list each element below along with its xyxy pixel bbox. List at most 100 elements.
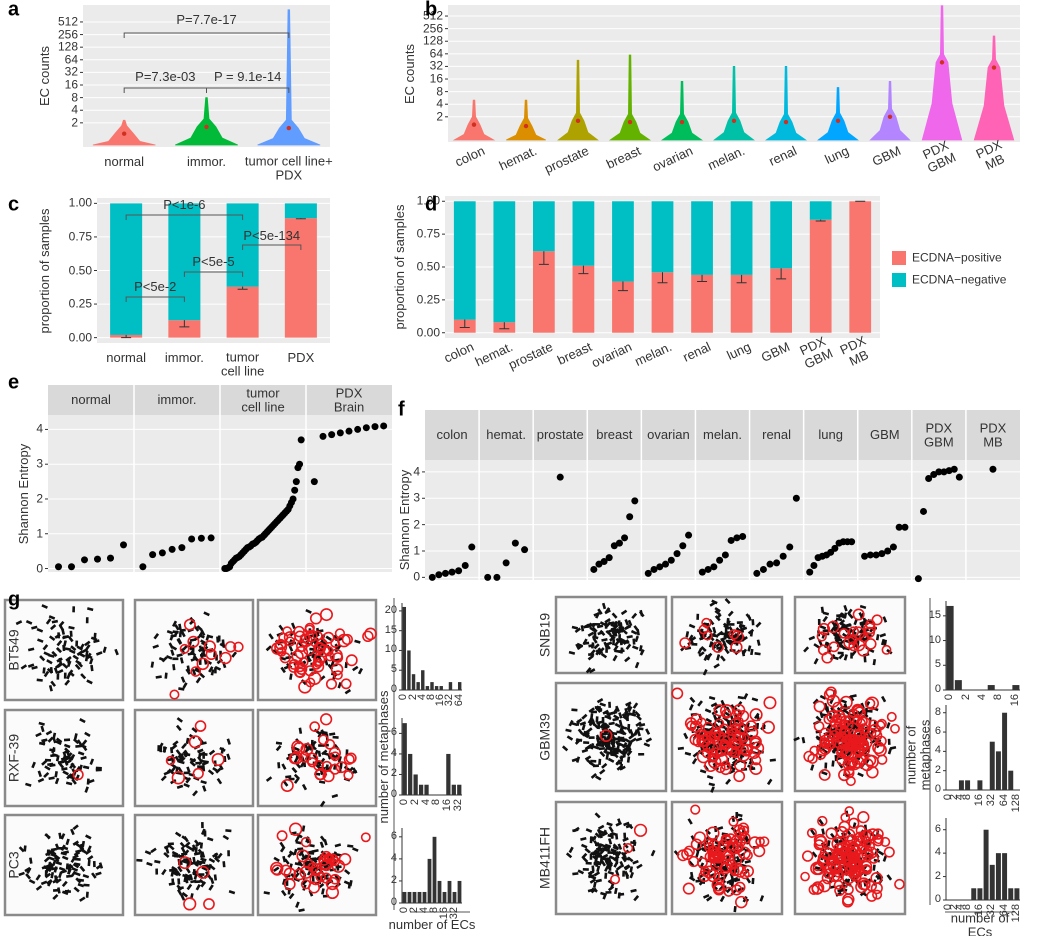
- chromosome: [55, 740, 62, 746]
- p-value: P=7.3e-03: [135, 69, 196, 85]
- chromosome: [214, 665, 222, 671]
- chromosome: [349, 879, 353, 887]
- chromosome: [618, 649, 625, 654]
- y-tick-label: 0: [934, 783, 941, 796]
- chromosome: [574, 627, 582, 634]
- chromosome: [187, 641, 192, 648]
- chromosome: [44, 765, 51, 771]
- chromosome: [584, 755, 592, 761]
- chromosome: [58, 624, 65, 632]
- chromosome: [185, 777, 192, 784]
- chromosome: [75, 659, 82, 666]
- chromosome: [592, 722, 599, 730]
- point: [197, 534, 205, 542]
- ec-marker: [816, 631, 827, 642]
- chromosome: [186, 845, 193, 851]
- chromosome: [81, 744, 88, 752]
- chromosome: [38, 721, 45, 726]
- chromosome: [37, 777, 45, 783]
- chromosome: [298, 727, 303, 734]
- chromosome: [172, 664, 176, 671]
- chromosome: [585, 743, 593, 750]
- ec-marker: [298, 657, 309, 667]
- chromosome: [574, 738, 581, 745]
- bar-segment: [110, 203, 143, 335]
- bar-segment: [770, 201, 793, 269]
- chromosome: [619, 754, 626, 760]
- y-tick-label: 0: [390, 683, 397, 696]
- chromosome: [568, 719, 574, 727]
- chromosome: [853, 618, 858, 626]
- chromosome: [638, 752, 645, 756]
- point: [511, 539, 519, 547]
- chromosome: [634, 635, 639, 643]
- chromosome: [319, 800, 326, 808]
- point: [955, 473, 963, 481]
- chromosome: [44, 872, 52, 879]
- chromosome: [579, 721, 587, 726]
- facet-label: tumor cell line: [241, 385, 285, 414]
- chromosome: [90, 664, 94, 672]
- chromosome: [598, 746, 606, 751]
- chromosome: [689, 636, 697, 642]
- chromosome: [282, 855, 287, 863]
- chromosome: [601, 762, 608, 769]
- chromosome: [175, 724, 182, 732]
- point: [631, 497, 639, 505]
- chromosome: [624, 619, 630, 626]
- ec-marker: [852, 638, 866, 652]
- facet-strip: [220, 385, 306, 415]
- chromosome: [722, 622, 729, 629]
- chromosome: [29, 857, 33, 864]
- chromosome: [622, 870, 626, 877]
- chromosome: [195, 677, 202, 684]
- chromosome: [626, 634, 633, 639]
- bar-segment: [651, 272, 674, 333]
- p-value: P<5e-2: [134, 279, 177, 295]
- chromosome: [41, 738, 48, 743]
- row-label: SNB19: [536, 612, 553, 658]
- chromosome: [279, 846, 286, 853]
- row-label: MB411FH: [536, 827, 553, 889]
- bar: [1008, 888, 1014, 900]
- chromosome: [839, 621, 847, 628]
- median-dot: [523, 123, 529, 129]
- bar-segment: [691, 201, 713, 275]
- point: [861, 552, 869, 560]
- x-tick-label: 8: [992, 694, 1005, 701]
- violin: [973, 35, 1015, 141]
- chromosome: [207, 863, 212, 871]
- chromosome: [620, 609, 628, 616]
- bar: [1002, 712, 1008, 790]
- chromosome: [263, 891, 270, 895]
- chromosome: [887, 738, 891, 745]
- point: [120, 541, 127, 549]
- chromosome: [280, 666, 286, 674]
- chromosome: [85, 849, 92, 856]
- chromosome: [46, 667, 53, 674]
- ec-marker: [319, 608, 333, 622]
- y-tick-label: 15: [928, 609, 941, 622]
- chromosome: [285, 775, 292, 779]
- ec-marker: [179, 643, 190, 654]
- chromosome: [62, 635, 69, 640]
- chromosome: [738, 623, 746, 628]
- chromosome: [834, 636, 841, 642]
- row-label: PC3: [5, 851, 22, 879]
- ec-marker: [343, 770, 354, 781]
- chromosome: [95, 768, 102, 772]
- bar: [1014, 888, 1020, 900]
- chromosome: [585, 667, 592, 674]
- facet-strip: [48, 385, 134, 415]
- median-dot: [991, 65, 997, 70]
- chromosome: [200, 828, 206, 836]
- chromosome: [154, 859, 161, 864]
- ec-marker: [826, 620, 840, 634]
- chromosome: [58, 866, 66, 872]
- ec-marker: [730, 641, 743, 654]
- bar-segment: [226, 286, 259, 338]
- point: [727, 536, 735, 544]
- chromosome: [63, 743, 71, 749]
- bar: [416, 682, 420, 690]
- chromosome: [566, 735, 574, 741]
